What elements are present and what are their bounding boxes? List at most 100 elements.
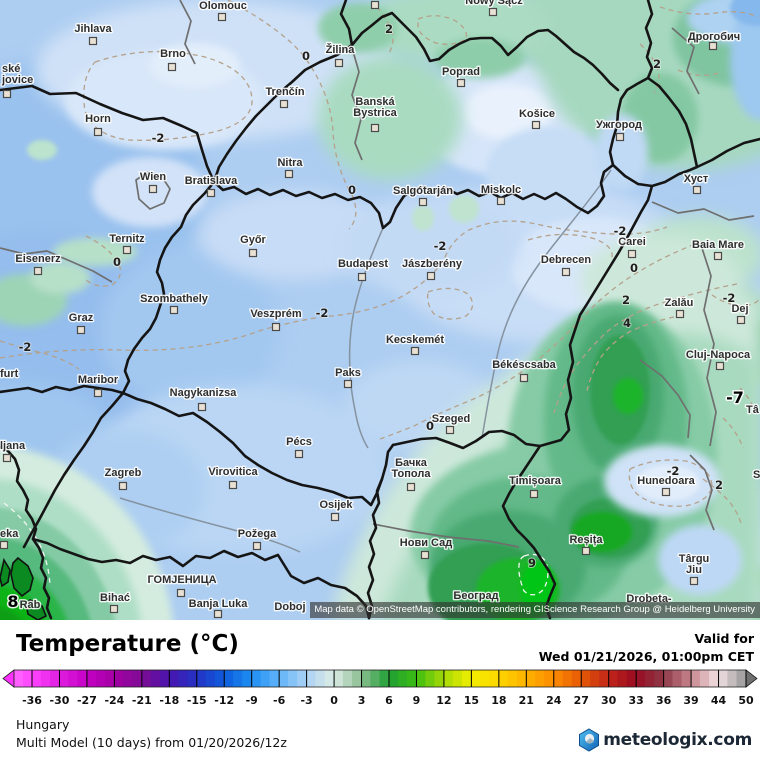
city-marker: [2, 89, 12, 99]
color-scale: -36 -30 -27 -24 -21 -18 -15 -12 -9 -6 -3 0 3 6 9 12 15 18…: [2, 668, 758, 717]
city-label: Београд: [453, 590, 498, 602]
city-label: Ужгород: [596, 119, 642, 131]
city-marker: [370, 0, 380, 10]
city-marker: [615, 132, 625, 142]
city-label: Reșița: [569, 534, 603, 546]
scale-tick-label: 33: [628, 694, 643, 707]
city-marker: [627, 249, 637, 259]
city-label: Doboj: [274, 601, 305, 613]
city-label: Tâ: [746, 404, 760, 416]
scale-tick-label: -15: [187, 694, 207, 707]
contour-value-label: -2: [434, 239, 447, 253]
city-marker: [0, 540, 9, 550]
contour-value-label: -2: [316, 306, 329, 320]
city-marker: [496, 196, 506, 206]
city-label: ské: [2, 63, 20, 75]
city-label: Bystrica: [353, 107, 397, 119]
scale-tick-label: -24: [104, 694, 124, 707]
temperature-field: [0, 0, 760, 620]
city-label: Cluj-Napoca: [686, 349, 751, 361]
rivers: [119, 169, 612, 553]
city-label: Szeged: [432, 413, 471, 425]
contour-value-label: 2: [622, 293, 630, 307]
scale-tick-label: -27: [77, 694, 97, 707]
contour-value-label: -2: [614, 224, 627, 238]
city-label: Veszprém: [250, 308, 302, 320]
city-label: Eisenerz: [15, 253, 61, 265]
temperature-map[interactable]: Olomouc Jihlava Brno ské jovice Horn Wien Brati…: [0, 0, 760, 620]
scale-tick-label: 36: [656, 694, 672, 707]
scale-tick-label: 27: [574, 694, 589, 707]
city-label: Osijek: [319, 499, 353, 511]
city-label: Nagykanizsa: [170, 387, 238, 399]
city-label: Jiu: [686, 564, 702, 576]
city-marker: [109, 604, 119, 614]
scale-tick-label: -6: [273, 694, 286, 707]
city-label: Hunedoara: [637, 475, 695, 487]
city-marker: [148, 184, 158, 194]
city-label: Trenčín: [265, 86, 304, 98]
city-marker: [661, 487, 671, 497]
scale-tick-label: 24: [546, 694, 562, 707]
legend-title: Temperature (°C): [16, 631, 239, 657]
city-marker: [33, 266, 43, 276]
city-label: Jászberény: [402, 258, 463, 270]
city-label: eka: [0, 528, 19, 540]
valid-datetime: Wed 01/21/2026, 01:00pm CET: [538, 648, 754, 664]
city-label: Budapest: [338, 258, 388, 270]
city-label: Nitra: [277, 157, 303, 169]
city-marker: [713, 251, 723, 261]
city-marker: [529, 489, 539, 499]
city-label: Bratislava: [185, 175, 238, 187]
contour-value-label: 0: [348, 183, 356, 197]
scale-tick-label: 21: [519, 694, 534, 707]
city-label: Košice: [519, 108, 555, 120]
color-scale-svg: -36 -30 -27 -24 -21 -18 -15 -12 -9 -6 -3 0 3 6 9 12 15 18…: [2, 669, 758, 707]
city-marker: [2, 453, 12, 463]
scale-tick-label: -21: [132, 694, 152, 707]
city-marker: [708, 41, 718, 51]
city-label: Salgótarján: [393, 185, 453, 197]
city-marker: [279, 99, 289, 109]
contour-value-label: -2: [19, 340, 32, 354]
city-label: Miskolc: [481, 184, 521, 196]
scale-tick-label: -36: [22, 694, 42, 707]
valid-for-label: Valid for: [694, 631, 755, 646]
city-label: jovice: [1, 74, 33, 86]
city-marker: [581, 546, 591, 556]
city-marker: [93, 388, 103, 398]
scale-tick-label: -30: [50, 694, 70, 707]
contour-value-label: 9: [528, 556, 536, 570]
brand-name: meteologix.com: [603, 730, 752, 750]
city-label: Békéscsaba: [492, 359, 556, 371]
map-attribution: Map data © OpenStreetMap contributors, r…: [310, 602, 760, 618]
city-label: Нови Сад: [400, 537, 452, 549]
city-marker: [715, 361, 725, 371]
city-label: Győr: [240, 234, 266, 246]
contour-value-label: -2: [152, 131, 165, 145]
scale-tick-label: 3: [358, 694, 366, 707]
contour-value-label: 0: [113, 255, 121, 269]
contour-value-label: 0: [302, 49, 310, 63]
brand-logo[interactable]: meteologix.com: [578, 728, 752, 752]
legend-panel: Temperature (°C) Valid for Wed 01/21/202…: [0, 620, 760, 760]
city-marker: [370, 123, 380, 133]
brand-icon: [579, 728, 600, 752]
city-label: Brno: [160, 48, 186, 60]
city-marker: [531, 120, 541, 130]
city-label: ljana: [0, 440, 26, 452]
city-label: Târgu: [679, 553, 710, 565]
extreme-value-label: 8: [7, 592, 18, 611]
city-marker: [343, 379, 353, 389]
country-borders: [0, 0, 760, 620]
city-label: Rab: [20, 599, 41, 611]
city-label: S: [753, 469, 760, 481]
city-label: Nowy Sącz: [465, 0, 523, 7]
city-marker: [689, 576, 699, 586]
city-label: Graz: [69, 312, 94, 324]
contour-label-layer: -2 0 0 2 2 -2 -2 0 2 4 -2 0 -2 -2 0 -2 2 9 -7 8: [6, 21, 745, 613]
city-label: Ternitz: [109, 233, 145, 245]
city-label: Бачка: [395, 457, 428, 469]
